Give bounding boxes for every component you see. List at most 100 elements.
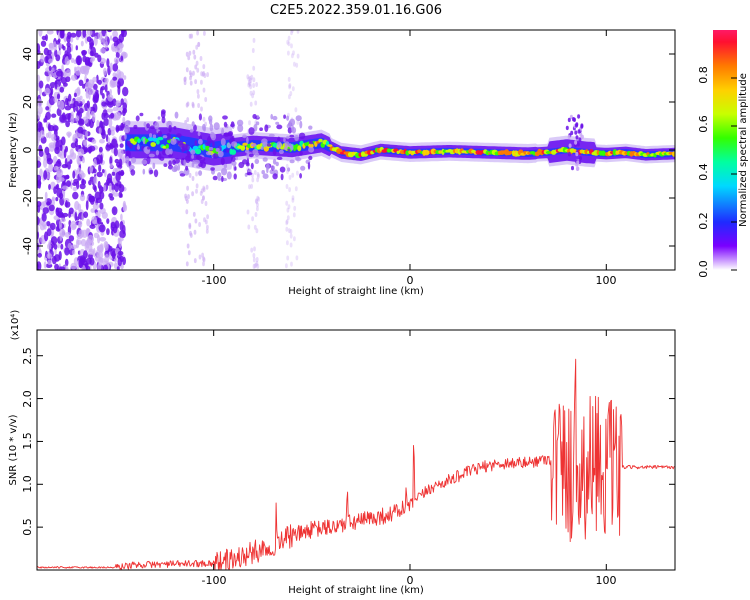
noise-speckle [106,228,110,236]
noise-speckle [75,238,80,249]
noise-speckle [185,209,189,215]
spectrum-scatter-blob [193,124,197,132]
noise-speckle [120,213,123,221]
noise-speckle [189,232,193,238]
noise-speckle [91,56,96,62]
noise-speckle [104,77,109,84]
noise-speckle [104,253,110,264]
snr-scale-label: (x10⁴) [10,310,21,341]
spectrum-scatter-blob [212,153,219,159]
noise-speckle [41,212,47,222]
colorbar-gradient [713,30,737,270]
noise-speckle [294,107,298,113]
noise-speckle [37,174,42,183]
noise-speckle [40,40,47,47]
noise-speckle [205,184,209,190]
noise-speckle [108,118,113,128]
noise-speckle [52,41,58,51]
spectrum-ridge-blob [308,143,314,149]
spectrum-scatter-blob [212,139,215,148]
spectrum-scatter-blob [572,117,575,122]
noise-speckle [37,160,42,168]
noise-speckle [254,198,258,204]
spectrum-scatter-blob [220,138,226,146]
noise-speckle [285,200,289,206]
noise-speckle [59,144,63,151]
noise-speckle [64,247,70,256]
spectrum-scatter-blob [163,163,168,168]
noise-speckle [246,209,250,215]
noise-speckle [113,57,120,64]
noise-speckle [74,66,77,73]
spectrum-scatter-blob [161,116,166,124]
spectrum-ridge-blob [156,139,160,145]
noise-speckle [117,85,121,96]
noise-speckle [38,80,44,89]
noise-speckle [98,224,106,233]
spectrum-scatter-blob [198,113,202,121]
noise-speckle [109,163,114,169]
noise-speckle [200,106,203,112]
spectrum-scatter-blob [203,126,206,132]
noise-speckle [196,30,200,36]
noise-speckle [292,212,296,218]
noise-speckle [92,203,100,210]
spectrogram-xtick-label-neg100: -100 [202,274,227,287]
noise-speckle [77,126,84,134]
noise-speckle [59,192,64,200]
noise-speckle [192,70,195,76]
noise-speckle [196,67,200,73]
noise-speckle [253,170,257,175]
noise-speckle [108,182,112,192]
spectrum-scatter-blob [155,150,159,156]
spectrum-ridge-blob [146,141,151,147]
noise-speckle [290,30,294,33]
noise-speckle [103,118,109,126]
noise-speckle [99,86,103,96]
noise-speckle [195,188,198,194]
noise-speckle [44,87,51,95]
noise-speckle [74,66,82,76]
noise-speckle [256,172,260,177]
spectrum-ridge-blob [150,142,156,147]
noise-speckle [183,77,187,82]
spectrum-ridge-blob [157,136,164,141]
noise-speckle [193,258,197,264]
spectrum-scatter-blob [186,151,191,155]
noise-speckle [93,35,98,46]
noise-speckle [76,154,80,165]
noise-speckle [256,263,260,269]
noise-speckle [47,259,52,265]
noise-speckle [49,86,54,96]
noise-speckle [101,169,105,174]
noise-speckle [93,83,98,90]
noise-speckle [249,101,253,107]
spectrum-scatter-blob [149,133,153,138]
noise-speckle [286,215,290,221]
spectrum-scatter-blob [289,118,296,127]
noise-speckle [96,154,103,165]
spectrum-scatter-blob [308,125,313,130]
spectrum-ridge-blob [194,148,202,155]
noise-speckle [61,164,69,169]
noise-speckle [96,246,100,251]
noise-speckle [187,55,191,61]
spectrum-scatter-blob [294,134,299,142]
spectrum-scatter-blob [246,172,253,176]
spectrum-scatter-blob [276,156,283,160]
noise-speckle [247,80,251,86]
spectrum-scatter-blob [308,146,315,153]
noise-speckle [63,70,66,78]
noise-speckle [54,254,61,262]
spectrum-scatter-blob [571,165,574,171]
noise-speckle [99,185,103,194]
noise-speckle [110,221,116,227]
spectrum-scatter-blob [565,125,569,131]
noise-speckle [285,184,289,189]
noise-speckle [111,138,118,149]
spectrum-scatter-blob [575,123,578,128]
spectrum-scatter-blob [131,157,137,164]
noise-speckle [286,240,289,246]
noise-speckle [97,79,103,85]
noise-speckle [193,229,197,235]
